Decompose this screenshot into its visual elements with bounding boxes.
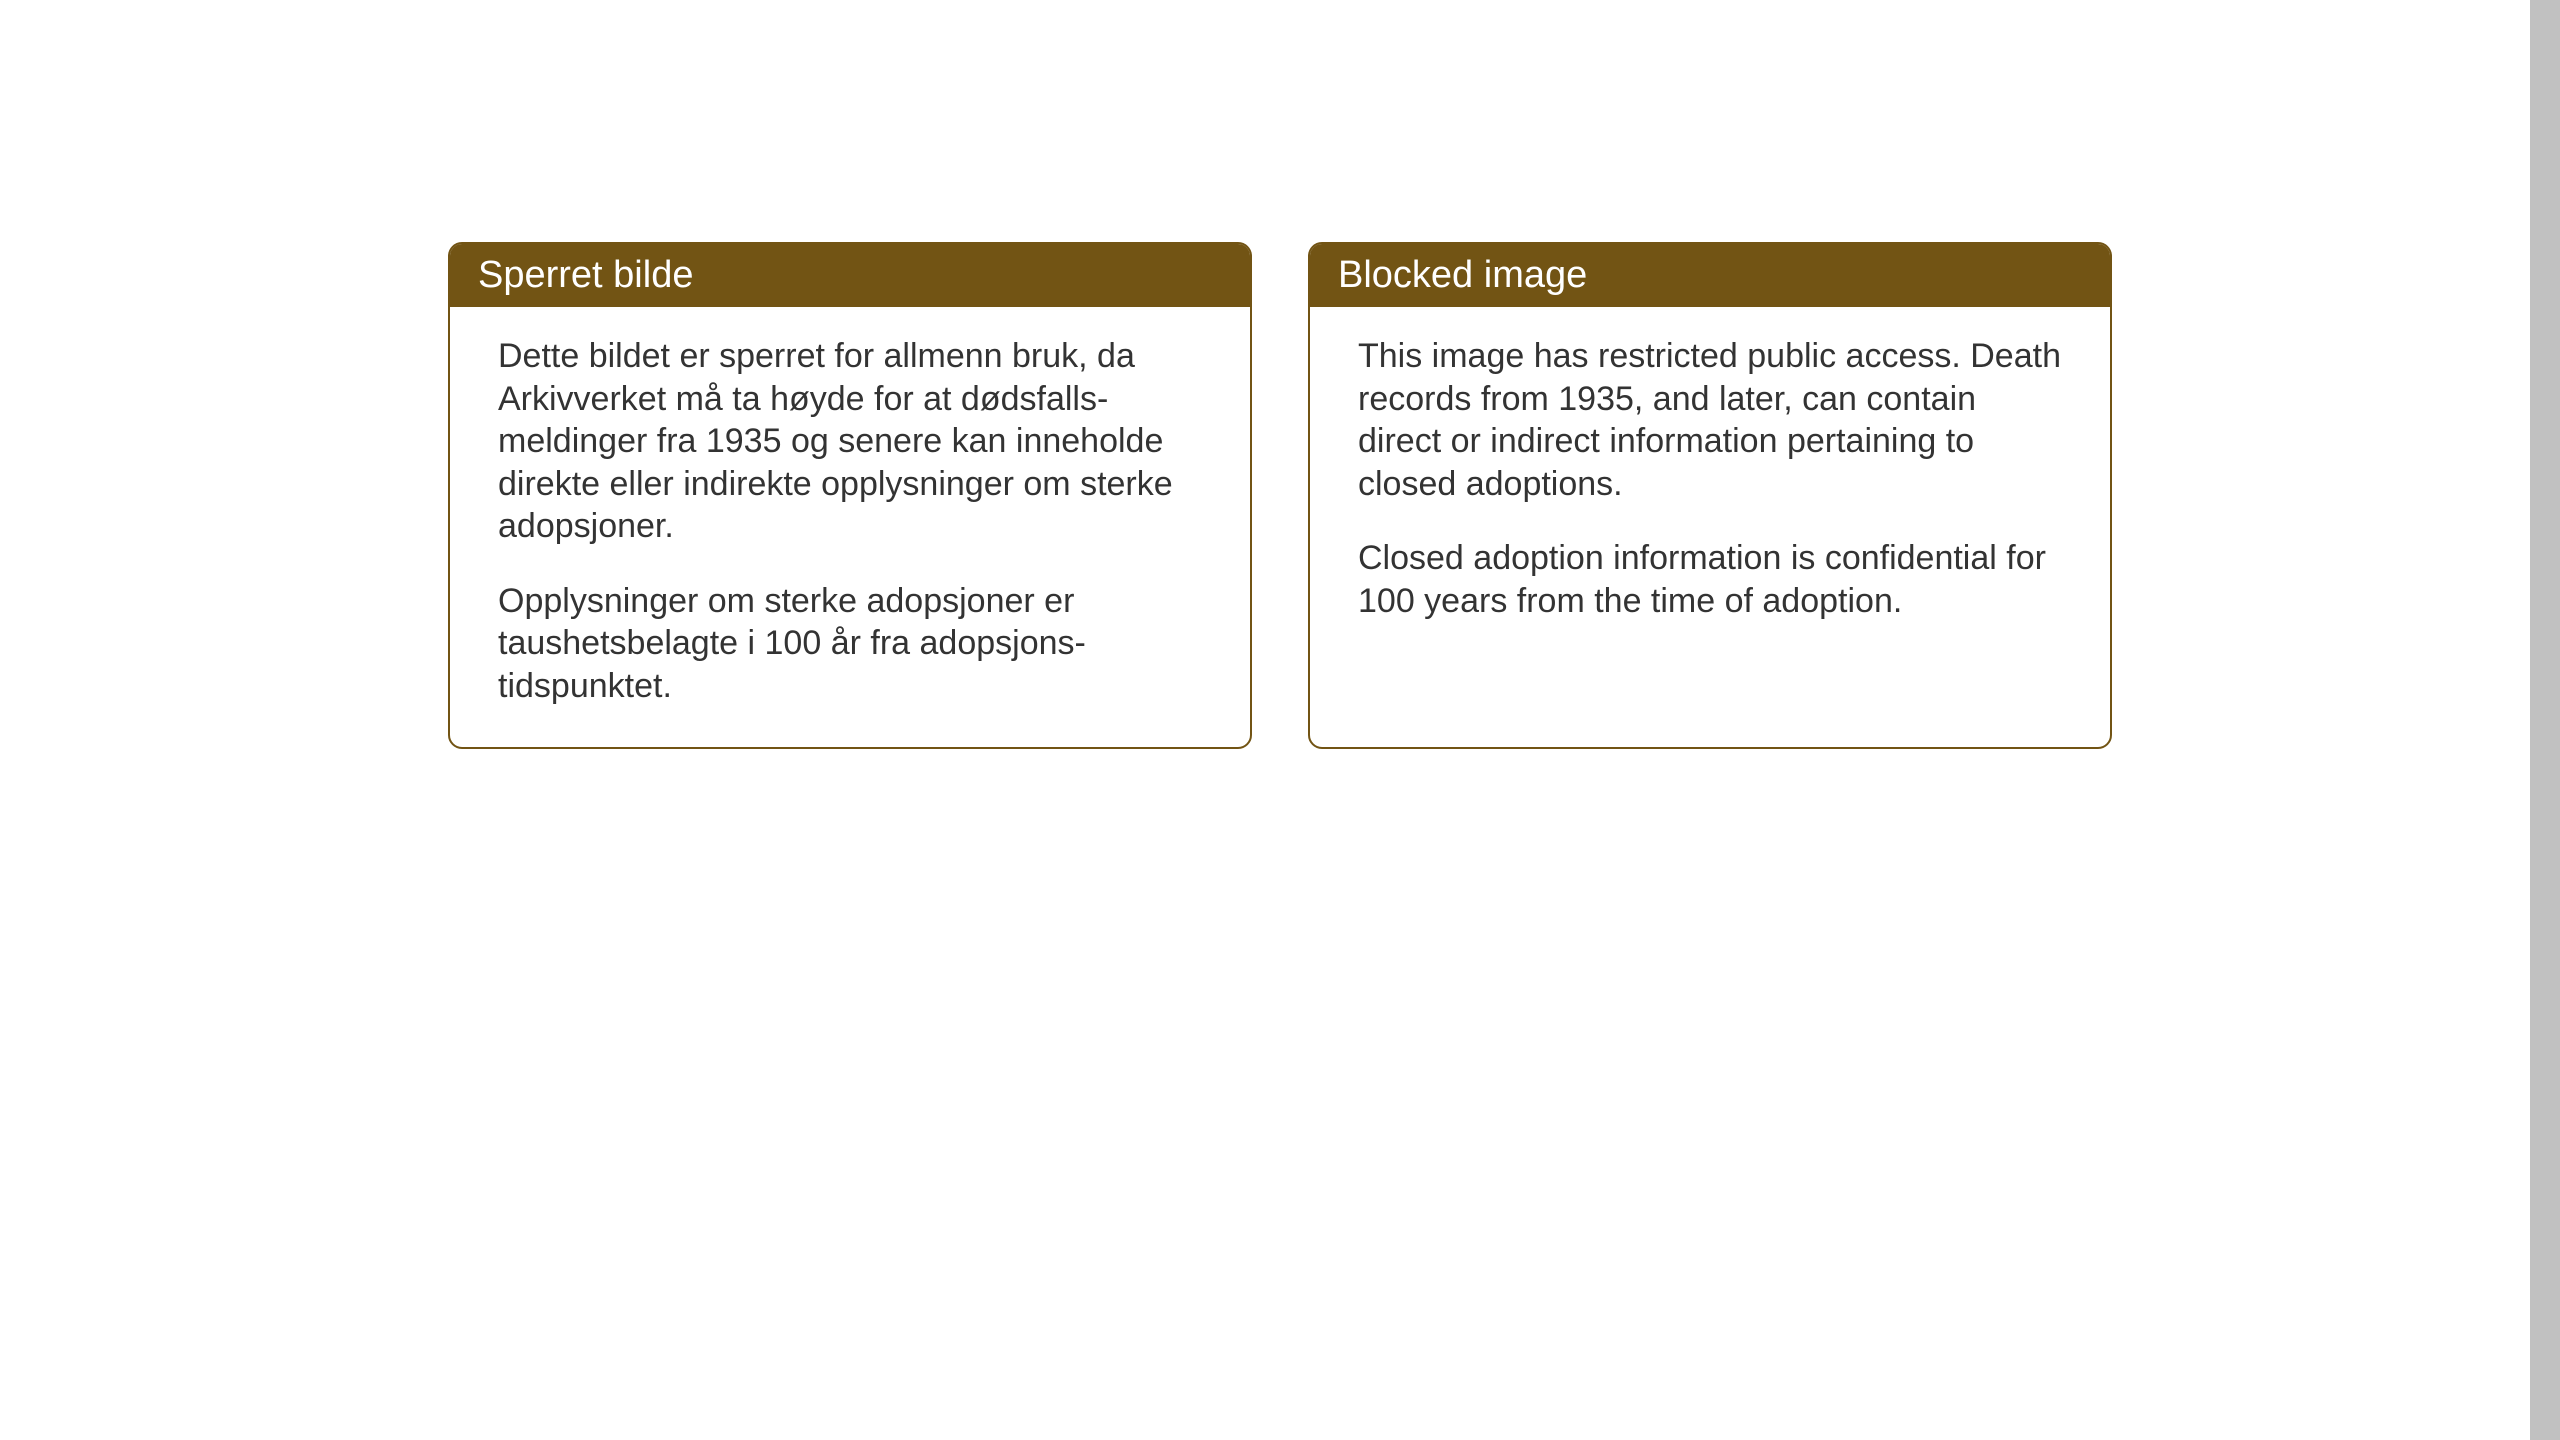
card-header-english: Blocked image [1310,244,2110,307]
card-norwegian: Sperret bilde Dette bildet er sperret fo… [448,242,1252,749]
cards-container: Sperret bilde Dette bildet er sperret fo… [448,242,2112,749]
card-title-norwegian: Sperret bilde [478,254,693,296]
card-paragraph1-english: This image has restricted public access.… [1358,335,2062,505]
card-body-english: This image has restricted public access.… [1310,307,2110,662]
card-body-norwegian: Dette bildet er sperret for allmenn bruk… [450,307,1250,747]
scrollbar-thumb[interactable] [2530,0,2560,1440]
card-paragraph2-norwegian: Opplysninger om sterke adopsjoner er tau… [498,580,1202,708]
card-title-english: Blocked image [1338,254,1587,296]
vertical-scrollbar[interactable] [2530,0,2560,1440]
card-paragraph1-norwegian: Dette bildet er sperret for allmenn bruk… [498,335,1202,548]
card-header-norwegian: Sperret bilde [450,244,1250,307]
card-paragraph2-english: Closed adoption information is confident… [1358,537,2062,622]
card-english: Blocked image This image has restricted … [1308,242,2112,749]
